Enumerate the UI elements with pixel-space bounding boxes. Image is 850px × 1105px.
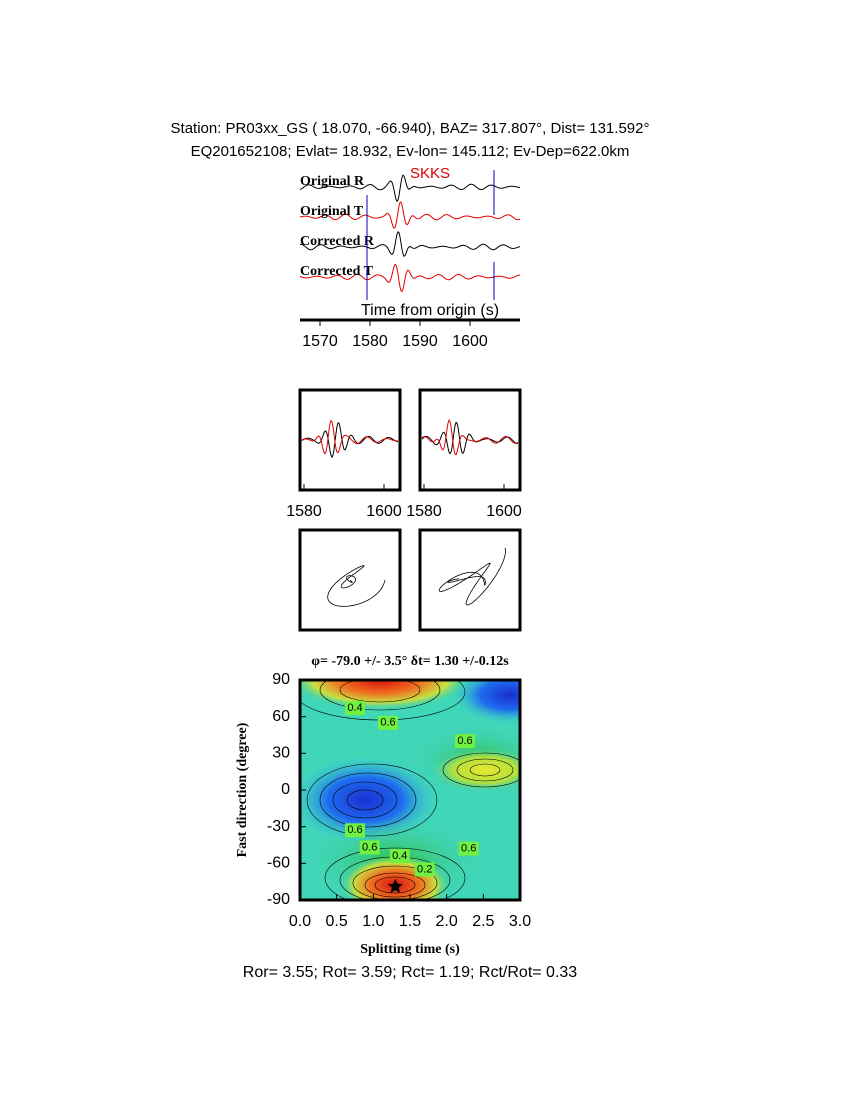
x-tick-label: 3.0 — [509, 913, 531, 930]
contour-label-box — [378, 715, 398, 730]
y-tick-label: 60 — [272, 708, 290, 725]
contour-label-box — [359, 840, 380, 855]
contour-label: 0.4 — [392, 850, 407, 862]
contour-label-box — [455, 734, 475, 749]
plot-title: φ= -79.0 +/- 3.5° δt= 1.30 +/-0.12s — [311, 654, 509, 669]
header-line: Station: PR03xx_GS ( 18.070, -66.940), B… — [171, 120, 650, 137]
footer: Ror= 3.55; Rot= 3.59; Rct= 1.19; Rct/Rot… — [243, 964, 578, 981]
contour-label-box — [414, 862, 435, 877]
x-tick-label: 1580 — [406, 503, 442, 520]
x-tick-label: 1.0 — [362, 913, 384, 930]
trace — [299, 263, 520, 293]
axis-label: Time from origin (s) — [361, 302, 499, 319]
trace — [301, 422, 399, 459]
x-tick-label: 1600 — [486, 503, 522, 520]
x-tick-label: 0.0 — [289, 913, 311, 930]
contour-label-box — [345, 701, 365, 716]
particle-motion — [438, 547, 506, 606]
y-tick-label: -30 — [267, 818, 290, 835]
x-axis-label: Splitting time (s) — [360, 942, 460, 957]
panel-frame — [418, 388, 522, 492]
panel-frame — [298, 528, 402, 632]
trace — [421, 419, 519, 456]
contour-label: 0.6 — [362, 841, 377, 853]
x-tick-label: 1590 — [402, 333, 438, 350]
contour-label: 0.6 — [347, 824, 362, 836]
y-tick-label: -90 — [267, 891, 290, 908]
panel-frame — [418, 528, 522, 632]
x-tick-label: 1600 — [452, 333, 488, 350]
panel-frame — [298, 388, 402, 492]
trace-label: Original T — [300, 204, 364, 219]
trace — [299, 230, 521, 257]
trace — [299, 201, 521, 229]
x-tick-label: 1600 — [366, 503, 402, 520]
y-tick-label: 90 — [272, 671, 290, 688]
trace-label: Corrected R — [300, 234, 375, 249]
contour-label: 0.6 — [380, 717, 395, 729]
trace — [301, 419, 398, 455]
x-tick-label: 0.5 — [326, 913, 348, 930]
particle-motion — [327, 565, 386, 607]
contour-label: 0.6 — [461, 843, 476, 855]
trace — [421, 421, 518, 455]
contour-label-box — [345, 823, 365, 838]
trace — [299, 174, 521, 203]
contour-label-box — [458, 841, 479, 856]
y-tick-label: 30 — [272, 745, 290, 762]
trace-label: Corrected T — [300, 264, 374, 279]
phase-label: SKKS — [410, 165, 450, 182]
x-tick-label: 1580 — [286, 503, 322, 520]
trace-label: Original R — [300, 174, 365, 189]
x-tick-label: 2.5 — [472, 913, 494, 930]
x-tick-label: 1570 — [302, 333, 338, 350]
contour-label: 0.4 — [347, 702, 362, 714]
y-tick-label: -60 — [267, 855, 290, 872]
x-tick-label: 1.5 — [399, 913, 421, 930]
y-tick-label: 0 — [281, 781, 290, 798]
best-fit-star — [387, 878, 403, 893]
contour-label-box — [389, 849, 410, 863]
x-tick-label: 2.0 — [436, 913, 458, 930]
contour-label: 0.6 — [457, 735, 472, 747]
x-tick-label: 1580 — [352, 333, 388, 350]
header-line: EQ201652108; Evlat= 18.932, Ev-lon= 145.… — [191, 143, 630, 160]
contour-label: 0.2 — [417, 863, 432, 875]
y-axis-label: Fast direction (degree) — [235, 722, 250, 857]
